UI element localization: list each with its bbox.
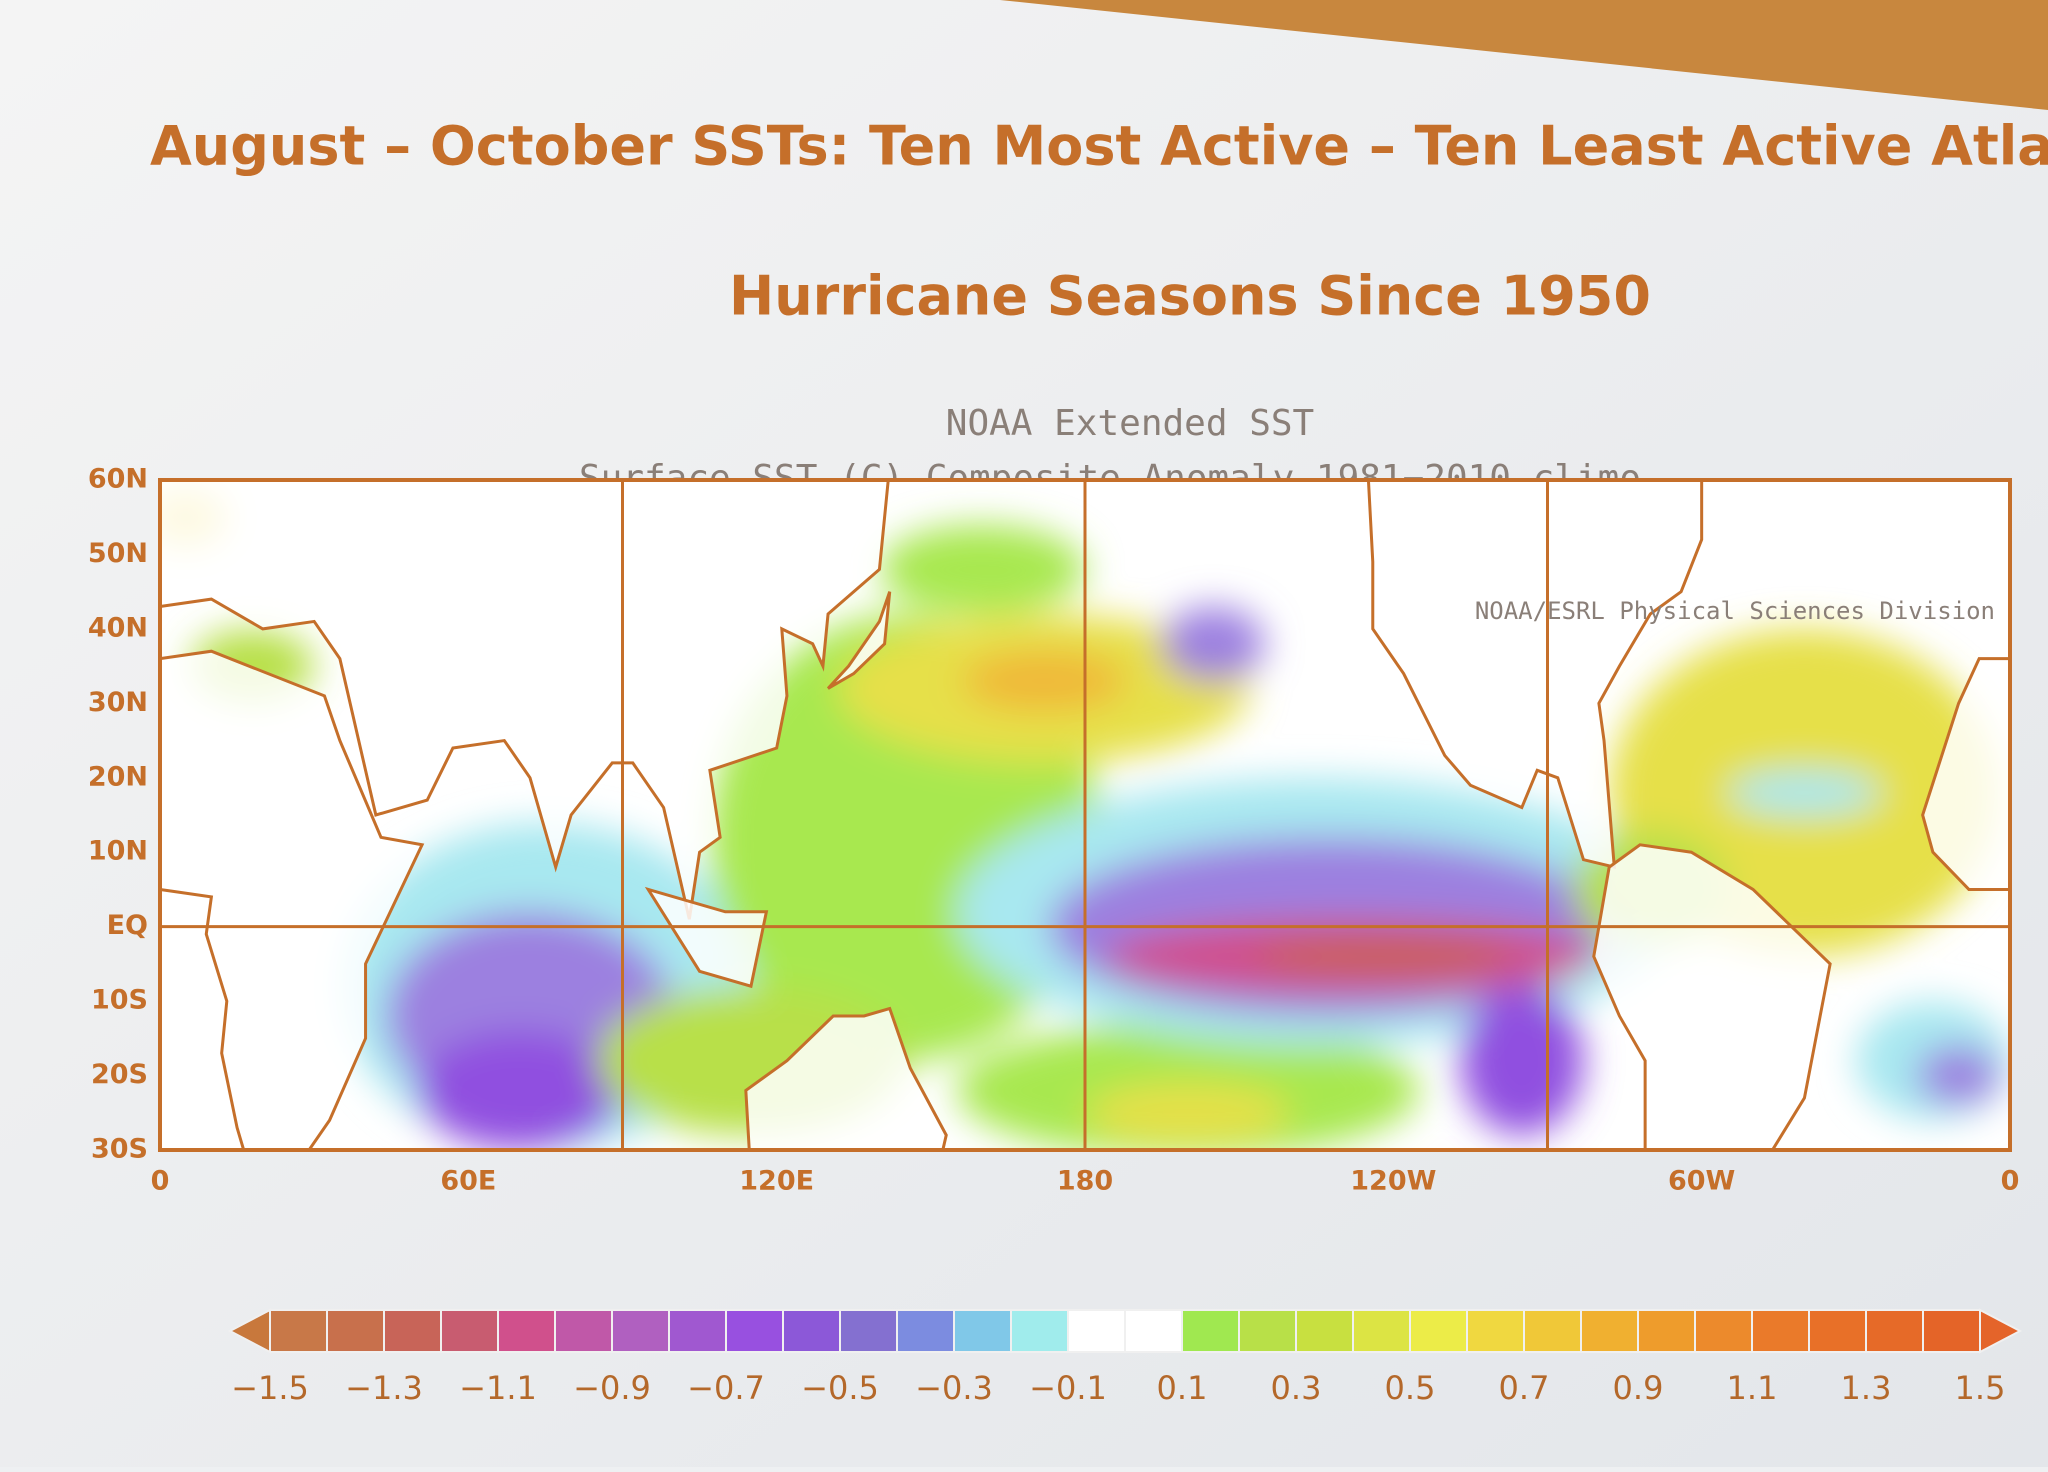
colorbar-label: −1.3 [345, 1369, 423, 1407]
colorbar-label: 0.3 [1271, 1369, 1322, 1407]
colorbar-swatch [839, 1309, 898, 1353]
land-shape [644, 886, 769, 989]
anomaly-blob [1727, 770, 1882, 816]
colorbar-swatch [1694, 1309, 1753, 1353]
anomaly-blob [416, 1030, 623, 1150]
colorbar-swatch [1523, 1309, 1582, 1353]
land-shape [1592, 843, 1832, 1150]
anomaly-blob [1254, 937, 1512, 976]
colorbar-label: 1.1 [1727, 1369, 1778, 1407]
colorbar-label: −0.1 [1029, 1369, 1107, 1407]
colorbar-swatch [440, 1309, 499, 1353]
colorbar-swatch [1295, 1309, 1354, 1353]
colorbar-swatch [725, 1309, 784, 1353]
colorbar-swatch [1352, 1309, 1411, 1353]
lat-label: EQ [107, 910, 148, 941]
grid [160, 480, 2010, 1150]
colorbar-label: −1.1 [459, 1369, 537, 1407]
lon-label: 0 [2001, 1166, 2020, 1197]
colorbar-swatch [1181, 1309, 1240, 1353]
colorbar-swatch [383, 1309, 442, 1353]
colorbar-swatch [554, 1309, 613, 1353]
colorbar-swatch [497, 1309, 556, 1353]
anomaly-blob [961, 651, 1127, 711]
colorbar-swatch [611, 1309, 670, 1353]
lon-label: 0 [151, 1166, 170, 1197]
colorbar-swatch [1922, 1309, 1981, 1353]
anomaly-blob [1162, 606, 1265, 681]
colorbar-swatch [1751, 1309, 1810, 1353]
map-title: NOAA Extended SST [946, 403, 1314, 444]
colorbar-label: 0.1 [1157, 1369, 1208, 1407]
colorbar-swatch [953, 1309, 1012, 1353]
map [160, 480, 2010, 1150]
lat-label: 20S [91, 1059, 148, 1090]
colorbar-label: 0.7 [1499, 1369, 1550, 1407]
colorbar-swatch [668, 1309, 727, 1353]
colorbar-label: 1.3 [1841, 1369, 1892, 1407]
colorbar-swatch [1238, 1309, 1297, 1353]
colorbar-swatch [1865, 1309, 1924, 1353]
colorbar-swatch [1010, 1309, 1069, 1353]
colorbar-label: −0.5 [801, 1369, 879, 1407]
lon-label: 60W [1668, 1166, 1735, 1197]
colorbar-swatch [1637, 1309, 1696, 1353]
colorbar-label: −0.3 [915, 1369, 993, 1407]
colorbar-swatch [326, 1309, 385, 1353]
map-frame [158, 478, 2012, 1152]
land-shape [744, 1006, 948, 1150]
anomaly-blob [879, 524, 1085, 614]
anomaly-blob [1085, 1083, 1291, 1143]
slide-title-line-2: Hurricane Seasons Since 1950 [729, 265, 1651, 328]
colorbar-label: 0.5 [1385, 1369, 1436, 1407]
lat-label: 10S [91, 985, 148, 1016]
lat-label: 40N [88, 612, 148, 643]
slide-title-line-1: August – October SSTs: Ten Most Active –… [150, 115, 2048, 178]
lat-label: 10N [88, 836, 148, 867]
lon-label: 180 [1057, 1166, 1113, 1197]
colorbar-label: −0.7 [687, 1369, 765, 1407]
lat-label: 20N [88, 761, 148, 792]
colorbar-swatch [896, 1309, 955, 1353]
colorbar-swatch [1466, 1309, 1525, 1353]
colorbar-label: 0.9 [1613, 1369, 1664, 1407]
lat-label: 60N [88, 464, 148, 495]
colorbar-swatch [1067, 1309, 1126, 1353]
anomaly-blob [1917, 1045, 2000, 1106]
land [160, 480, 2010, 1150]
colorbar: −1.5 −1.3 −1.1 −0.9 −0.7 −0.5 −0.3 −0.1 0.1 0.3 0.… [227, 1308, 2023, 1407]
colorbar-label: 1.5 [1955, 1369, 2006, 1407]
lon-label: 120W [1350, 1166, 1436, 1197]
land-shape [826, 591, 892, 690]
colorbar-swatch [1580, 1309, 1639, 1353]
land-shape [1921, 657, 2010, 891]
top-edge [1000, 0, 2048, 110]
colorbar-swatch [1124, 1309, 1183, 1353]
land-shape [160, 649, 425, 1150]
colorbar-swatch [782, 1309, 841, 1353]
colorbar-swatch [269, 1309, 328, 1353]
colorbar-swatch [1409, 1309, 1468, 1353]
lat-label: 30N [88, 687, 148, 718]
land-shape [1366, 480, 1704, 870]
lon-label: 120E [739, 1166, 814, 1197]
map-credit: NOAA/ESRL Physical Sciences Division [1475, 597, 1995, 625]
lat-label: 30S [91, 1134, 148, 1165]
colorbar-label: −0.9 [573, 1369, 651, 1407]
lat-label: 50N [88, 538, 148, 569]
anomaly-blob [1460, 986, 1584, 1136]
colorbar-swatch [1808, 1309, 1867, 1353]
lon-label: 60E [440, 1166, 496, 1197]
colorbar-label: −1.5 [231, 1369, 309, 1407]
land-shape [160, 480, 890, 920]
